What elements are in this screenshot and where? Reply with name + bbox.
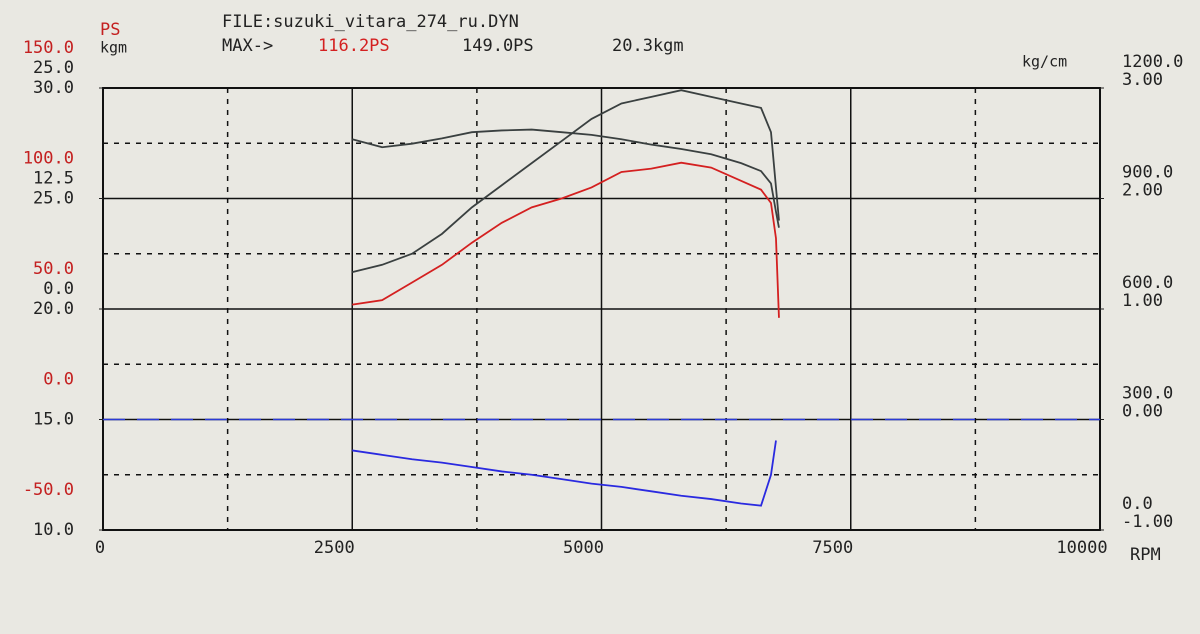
y-tick-label: 300.0	[1122, 384, 1173, 404]
y-tick-label: 10.0	[33, 520, 74, 540]
y-tick-label: 900.0	[1122, 163, 1173, 183]
y-tick-label: 30.0	[33, 78, 74, 98]
y-tick-label: 20.0	[33, 299, 74, 319]
max-ps-2: 149.0PS	[462, 36, 534, 56]
y-tick-label: 25.0	[33, 58, 74, 78]
y-tick-label: 600.0	[1122, 273, 1173, 293]
kgm-unit: kgm	[100, 39, 127, 57]
max-kgm: 20.3kgm	[612, 36, 684, 56]
y-tick-label: 0.0	[43, 279, 74, 299]
y-tick-label: 50.0	[33, 259, 74, 279]
y-tick-label: 150.0	[23, 38, 74, 58]
y-tick-label: 3.00	[1122, 70, 1163, 90]
y-tick-label: 0.0	[43, 370, 74, 390]
x-tick-label: 7500	[812, 538, 853, 558]
ps-unit: PS	[100, 20, 120, 40]
y-tick-label: 15.0	[33, 410, 74, 430]
series-line	[352, 128, 780, 228]
y-tick-label: 0.00	[1122, 402, 1163, 422]
y-tick-label: 25.0	[33, 189, 74, 209]
series-line	[352, 440, 777, 507]
x-axis-label: RPM	[1130, 545, 1161, 565]
y-tick-label: 2.00	[1122, 181, 1163, 201]
series-line	[352, 161, 780, 318]
y-tick-label: 1.00	[1122, 291, 1163, 311]
max-label: MAX->	[222, 36, 273, 56]
x-tick-label: 10000	[1056, 538, 1107, 558]
y-tick-label: 12.5	[33, 169, 74, 189]
y-tick-label: -1.00	[1122, 512, 1173, 532]
x-tick-label: 5000	[563, 538, 604, 558]
x-tick-label: 0	[95, 538, 105, 558]
y-tick-label: 0.0	[1122, 494, 1153, 514]
y-tick-label: 1200.0	[1122, 52, 1183, 72]
file-name: FILE:suzuki_vitara_274_ru.DYN	[222, 12, 519, 32]
max-ps: 116.2PS	[318, 36, 390, 56]
y-tick-label: -50.0	[23, 480, 74, 500]
kgcm-unit: kg/cm	[1022, 53, 1067, 71]
y-tick-label: 100.0	[23, 149, 74, 169]
series-line	[352, 89, 780, 273]
x-tick-label: 2500	[314, 538, 355, 558]
